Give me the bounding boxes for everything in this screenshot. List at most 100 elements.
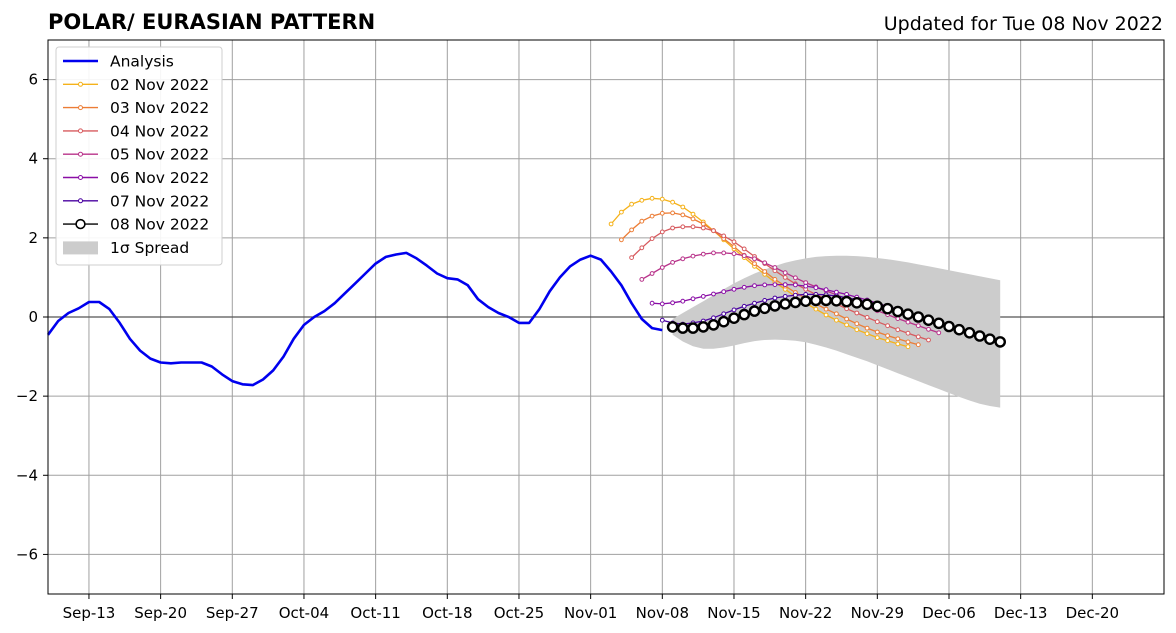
y-tick-label: 4 [28,150,38,168]
forecast-point [915,334,921,340]
analysis-line [46,251,663,387]
legend-label: 05 Nov 2022 [110,146,209,164]
forecast-point [864,331,870,337]
x-tick-label: Nov-08 [636,604,689,622]
forecast-point [721,289,727,295]
forecast-point [649,271,655,276]
forecast-point [820,294,832,307]
forecast-point [680,212,686,218]
chart-title: POLAR/ EURASIAN PATTERN [48,10,375,34]
forecast-point [902,308,914,321]
axis-ticks: −6 −4 −2 0 2 4 6 Sep-13 Sep-20 Sep-27 Oct-04 Oct-11… [16,71,1119,622]
y-tick-label: −4 [16,466,38,484]
forecast-point [905,339,911,345]
forecast-point [741,246,747,252]
x-tick-label: Sep-20 [134,604,187,622]
forecast-point [994,336,1007,348]
legend-swatch-marker [78,128,83,134]
forecast-point [717,315,730,328]
forecast-point [793,275,798,281]
legend-label: 04 Nov 2022 [110,122,209,140]
forecast-point [793,282,798,288]
legend-entry: 07 Nov 2022 [63,192,209,210]
forecast-point [752,300,757,306]
forecast-point [823,312,829,318]
legend-entry: 06 Nov 2022 [63,169,209,187]
forecast-point [659,210,665,216]
forecast-point [670,300,675,306]
forecast-point [670,199,675,205]
forecast-point [936,330,942,336]
forecast-point [752,283,757,289]
forecast-point [943,320,955,333]
forecast-point [772,282,778,288]
x-tick-label: Sep-13 [63,604,116,622]
forecast-point [762,260,768,266]
forecast-point [741,284,747,290]
forecast-point [629,201,634,207]
legend-swatch-marker [78,81,83,87]
legend-swatch-spread [63,241,98,255]
forecast-point [752,261,757,267]
forecast-point [690,224,696,230]
forecast-point [659,317,665,323]
forecast-point [933,317,945,330]
forecast-point [782,282,788,288]
forecast-point [854,310,860,316]
legend-entry: 03 Nov 2022 [63,99,209,117]
forecast-point [649,236,655,242]
x-tick-label: Oct-18 [422,604,472,622]
legend-label: 07 Nov 2022 [110,192,209,210]
forecast-point [840,295,853,308]
legend-entry: 02 Nov 2022 [63,76,209,94]
forecast-point [926,337,931,343]
forecast-point [741,303,747,309]
legend-label: 02 Nov 2022 [110,76,209,94]
legend-entry: 08 Nov 2022 [63,216,209,234]
y-tick-label: −6 [16,545,38,563]
forecast-point [772,277,778,282]
forecast-point [659,196,665,202]
forecast-point [721,250,727,256]
forecast-point [813,306,819,312]
legend-label: 1σ Spread [110,239,189,257]
forecast-point [758,302,771,315]
forecast-point [649,213,655,219]
forecast-point [885,323,890,329]
forecast-point [864,325,870,331]
forecast-point [690,216,696,222]
legend-label: 06 Nov 2022 [110,169,209,187]
legend-swatch-marker [75,218,86,230]
forecast-point [834,317,839,323]
forecast-point [629,255,634,261]
x-tick-label: Oct-04 [279,604,329,622]
chart-subtitle: Updated for Tue 08 Nov 2022 [884,13,1163,35]
forecast-point [731,307,737,313]
forecast-point [782,275,788,280]
forecast-point [687,322,699,334]
forecast-point [881,302,894,315]
forecast-point [690,296,696,302]
legend-swatch-marker [78,151,83,157]
forecast-point [779,298,792,310]
legend-entry: 04 Nov 2022 [63,122,209,140]
forecast-point [659,265,665,270]
forecast-point [810,294,822,307]
forecast-point [649,195,655,201]
forecast-point [762,282,768,288]
forecast-point [711,228,716,234]
forecast-point [680,224,686,230]
forecast-point [905,319,911,325]
forecast-point [874,319,880,325]
forecast-point [690,211,696,217]
forecast-point [926,326,931,332]
x-tick-label: Oct-11 [350,604,400,622]
forecast-point [639,197,645,203]
forecast-point [659,301,665,307]
forecast-point [892,305,904,318]
forecast-point [874,335,880,341]
forecast-point [619,209,624,215]
forecast-point [874,329,880,335]
forecast-point [823,287,829,293]
forecast-point [963,326,976,339]
